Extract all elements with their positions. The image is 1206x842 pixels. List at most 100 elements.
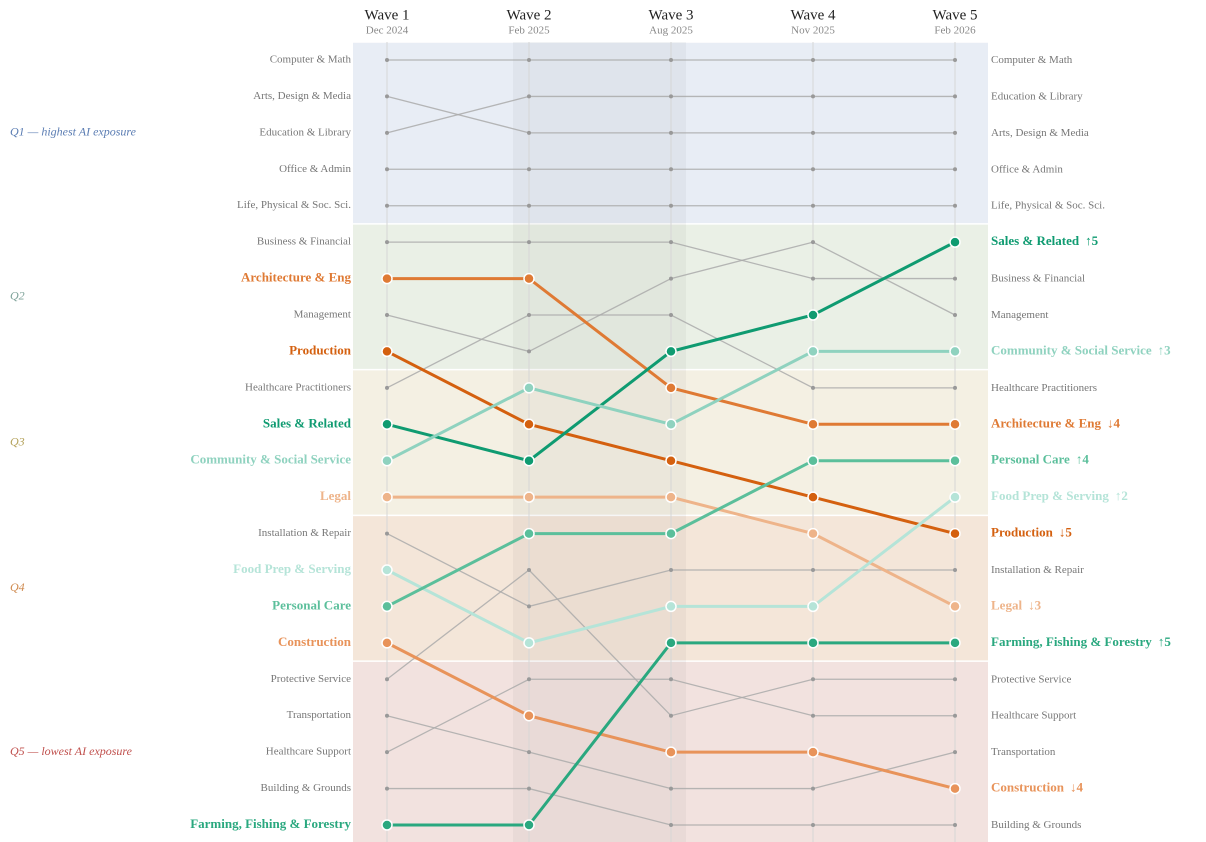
rank-point [523, 491, 535, 503]
right-label: Life, Physical & Soc. Sci. [991, 199, 1105, 211]
left-label: Construction [278, 634, 352, 649]
rank-point [665, 600, 677, 613]
rank-point [385, 240, 389, 245]
wave-date: Dec 2024 [366, 25, 409, 37]
left-label: Food Prep & Serving [233, 561, 351, 576]
right-label: Healthcare Practitioners [991, 381, 1097, 393]
rank-point [953, 130, 957, 135]
rank-point [381, 491, 393, 503]
rank-point [385, 677, 389, 682]
rank-change: ↑5 [1158, 634, 1172, 649]
rank-change: ↑4 [1076, 452, 1090, 467]
rank-point [527, 240, 531, 245]
rank-point [665, 637, 677, 649]
rank-point [807, 454, 819, 467]
rank-point [807, 309, 819, 321]
right-label-name: Office & Admin [991, 163, 1063, 175]
rank-point [953, 677, 957, 682]
rank-point [665, 345, 677, 358]
right-label-name: Production [991, 525, 1054, 540]
rank-point [669, 568, 673, 572]
rank-point [527, 677, 531, 682]
right-label: Personal Care ↑4 [991, 452, 1089, 467]
wave-label: Wave 1 [364, 7, 409, 23]
right-label-name: Sales & Related [991, 233, 1080, 248]
rank-point [949, 454, 961, 467]
rank-point [669, 203, 673, 208]
left-label: Healthcare Support [266, 746, 351, 758]
rank-point [953, 276, 957, 281]
rank-point [385, 750, 389, 755]
rank-point [665, 527, 677, 540]
rank-point [953, 313, 957, 317]
rank-change: ↓3 [1028, 597, 1042, 612]
rank-point [811, 568, 815, 572]
rank-point [381, 272, 393, 285]
rank-point [523, 637, 535, 649]
rank-point [811, 130, 815, 135]
right-label: Legal ↓3 [991, 597, 1042, 612]
left-label: Legal [320, 488, 351, 503]
rank-point [665, 454, 677, 467]
left-label: Office & Admin [279, 163, 351, 175]
left-label: Management [294, 309, 351, 321]
left-label: Transportation [287, 709, 352, 721]
rank-point [807, 345, 819, 358]
rank-point [381, 418, 393, 431]
rank-point [381, 637, 393, 649]
rank-point [807, 491, 819, 503]
right-label-name: Education & Library [991, 90, 1083, 102]
rank-point [807, 746, 819, 758]
rank-point [949, 418, 961, 431]
rank-point [669, 130, 673, 135]
rank-change: ↑3 [1158, 342, 1172, 357]
left-label: Installation & Repair [258, 527, 351, 539]
rank-point [385, 94, 389, 99]
rank-point [385, 130, 389, 135]
right-label-name: Arts, Design & Media [991, 126, 1089, 138]
rank-point [385, 58, 389, 62]
rank-point [669, 94, 673, 99]
rank-change: ↑5 [1085, 233, 1099, 248]
rank-point [811, 203, 815, 208]
rank-point [953, 750, 957, 755]
rank-point [381, 564, 393, 576]
wave-date: Aug 2025 [649, 25, 693, 37]
right-label: Business & Financial [991, 272, 1085, 284]
rank-point [385, 713, 389, 718]
rank-point [811, 677, 815, 682]
rank-point [949, 600, 961, 613]
rank-point [527, 94, 531, 99]
right-label: Office & Admin [991, 163, 1063, 175]
left-label: Business & Financial [257, 236, 351, 248]
right-label: Farming, Fishing & Forestry ↑5 [991, 634, 1171, 649]
rank-point [385, 385, 389, 390]
rank-point [381, 345, 393, 358]
rank-point [523, 709, 535, 722]
right-label-name: Management [991, 309, 1048, 321]
right-label-name: Healthcare Support [991, 709, 1076, 721]
wave-label: Wave 5 [932, 7, 977, 23]
left-label: Healthcare Practitioners [245, 381, 351, 393]
rank-point [385, 313, 389, 317]
rank-point [953, 823, 957, 827]
right-label-name: Building & Grounds [991, 819, 1081, 831]
rank-point [949, 491, 961, 503]
wave-date: Feb 2025 [508, 25, 550, 37]
right-label-name: Healthcare Practitioners [991, 381, 1097, 393]
wave-label: Wave 2 [506, 7, 551, 23]
rank-point [381, 600, 393, 613]
rank-point [523, 418, 535, 431]
rank-point [669, 677, 673, 682]
rank-point [523, 382, 535, 394]
rank-point [669, 786, 673, 791]
right-label: Management [991, 309, 1048, 321]
quintile-label: Q4 [10, 580, 25, 594]
left-label: Life, Physical & Soc. Sci. [237, 199, 351, 211]
rank-point [669, 713, 673, 718]
rank-point [811, 823, 815, 827]
right-label: Arts, Design & Media [991, 126, 1089, 138]
right-label-name: Farming, Fishing & Forestry [991, 634, 1152, 649]
right-label: Installation & Repair [991, 564, 1084, 576]
rank-point [953, 94, 957, 99]
